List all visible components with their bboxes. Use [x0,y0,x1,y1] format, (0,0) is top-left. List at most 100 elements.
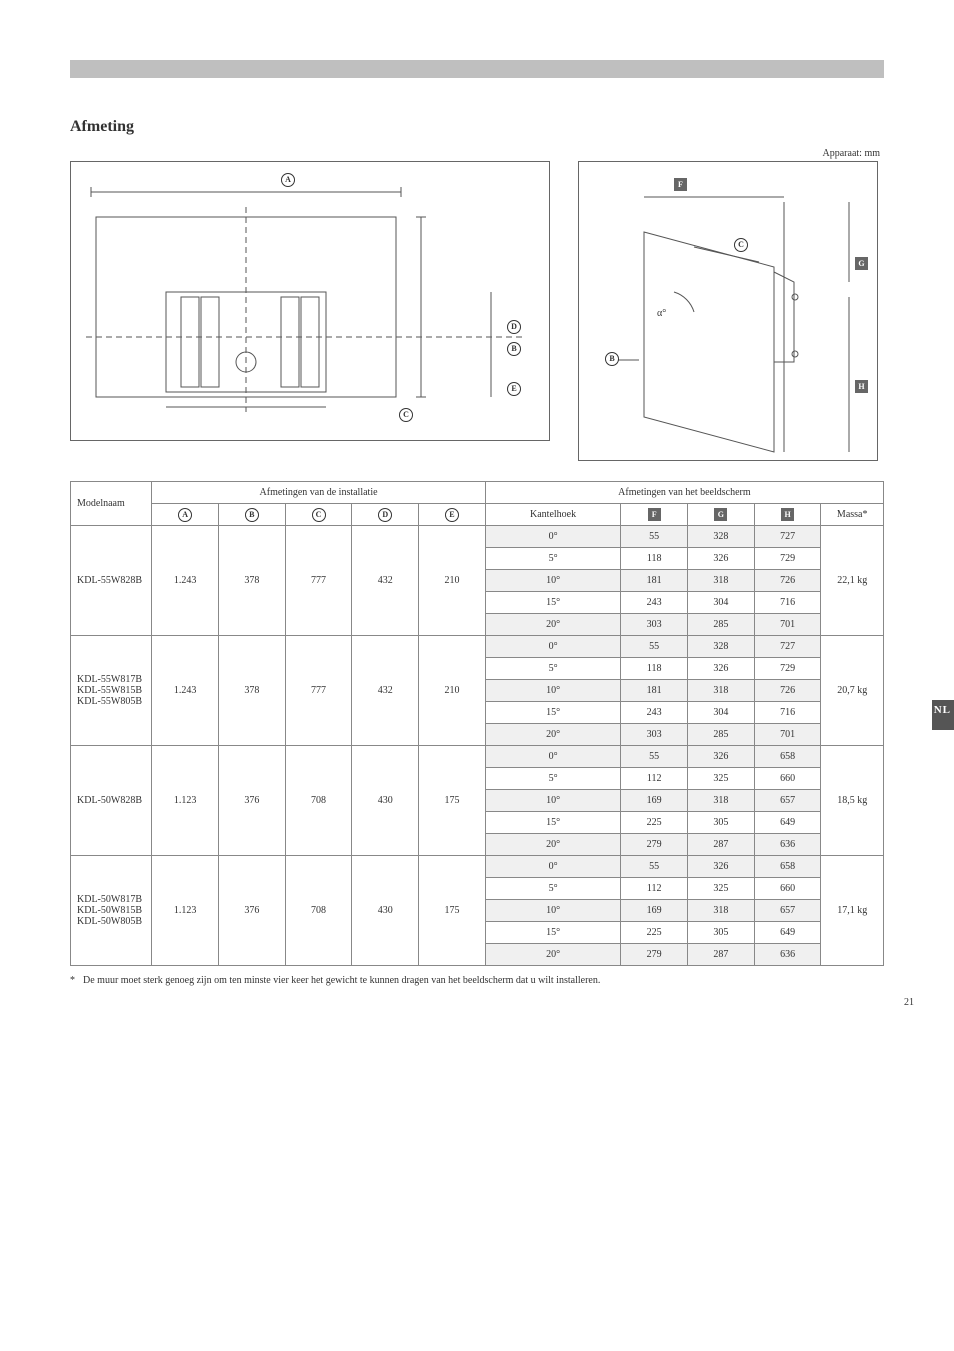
footnote: * De muur moet sterk genoeg zijn om ten … [70,974,884,988]
dim-label-c: C [399,408,413,422]
angle-cell: 0° [485,746,621,768]
dim-cell: 326 [688,856,755,878]
angle-cell: 5° [485,768,621,790]
dim-cell: 285 [688,724,755,746]
dim-cell: 210 [419,636,486,746]
dim-cell: 660 [754,878,821,900]
dim-label-f: F [674,178,687,191]
dim-cell: 701 [754,614,821,636]
col-a: A [152,504,219,526]
dim-cell: 112 [621,768,688,790]
dim-cell: 55 [621,526,688,548]
lang-tag: NL [934,704,951,716]
dim-cell: 726 [754,680,821,702]
dim-cell: 729 [754,658,821,680]
col-c: C [285,504,352,526]
dim-cell: 55 [621,856,688,878]
col-model-header: Modelnaam [71,482,152,526]
dim-cell: 328 [688,526,755,548]
dim-cell: 304 [688,592,755,614]
dim-cell: 243 [621,702,688,724]
footnote-text: De muur moet sterk genoeg zijn om ten mi… [83,974,600,988]
dim-cell: 181 [621,570,688,592]
dim-cell: 430 [352,746,419,856]
dim-cell: 716 [754,702,821,724]
col-g: G [688,504,755,526]
dim-cell: 287 [688,834,755,856]
angle-cell: 10° [485,570,621,592]
table-row: KDL-50W828B1.1233767084301750°5532665818… [71,746,884,768]
dim-cell: 658 [754,746,821,768]
dim-cell: 304 [688,702,755,724]
dim-cell: 657 [754,900,821,922]
angle-cell: 0° [485,856,621,878]
dim-cell: 727 [754,636,821,658]
dim-cell: 649 [754,812,821,834]
dim-cell: 279 [621,944,688,966]
angle-cell: 10° [485,680,621,702]
dim-cell: 279 [621,834,688,856]
dim-label-h: H [855,380,868,393]
dim-cell: 376 [219,746,286,856]
front-diagram: A B C D E [70,161,550,441]
dim-cell: 1.123 [152,746,219,856]
dim-cell: 112 [621,878,688,900]
dim-cell: 432 [352,636,419,746]
angle-cell: 15° [485,702,621,724]
dim-cell: 318 [688,790,755,812]
model-cell: KDL-50W817B KDL-50W815B KDL-50W805B [71,856,152,966]
col-f: F [621,504,688,526]
table-row: KDL-55W817B KDL-55W815B KDL-55W805B1.243… [71,636,884,658]
dim-cell: 658 [754,856,821,878]
angle-cell: 0° [485,526,621,548]
header-bar [70,60,884,78]
dim-cell: 726 [754,570,821,592]
dim-cell: 169 [621,790,688,812]
mass-cell: 22,1 kg [821,526,884,636]
dim-cell: 1.123 [152,856,219,966]
col-h: H [754,504,821,526]
angle-cell: 15° [485,922,621,944]
dim-cell: 649 [754,922,821,944]
dim-cell: 1.243 [152,526,219,636]
dim-cell: 225 [621,812,688,834]
table-body: KDL-55W828B1.2433787774322100°5532872722… [71,526,884,966]
dim-cell: 325 [688,878,755,900]
dim-cell: 701 [754,724,821,746]
dim-cell: 175 [419,856,486,966]
group2-title: Afmetingen van het beeldscherm [485,482,883,504]
dim-cell: 376 [219,856,286,966]
angle-cell: 10° [485,790,621,812]
dim-cell: 729 [754,548,821,570]
dim-cell: 318 [688,900,755,922]
col-d: D [352,504,419,526]
dim-cell: 243 [621,592,688,614]
dimension-table: Modelnaam Afmetingen van de installatie … [70,481,884,966]
dim-cell: 326 [688,548,755,570]
dim-cell: 210 [419,526,486,636]
angle-cell: 20° [485,944,621,966]
dim-cell: 708 [285,856,352,966]
dim-cell: 636 [754,944,821,966]
diagram-row: A B C D E [70,161,884,461]
dim-cell: 318 [688,680,755,702]
unit-label: Apparaat: mm [70,148,884,159]
model-cell: KDL-50W828B [71,746,152,856]
page-title: Afmeting [70,118,884,136]
dim-cell: 430 [352,856,419,966]
angle-cell: 15° [485,592,621,614]
table-row: KDL-55W828B1.2433787774322100°5532872722… [71,526,884,548]
alpha-label: α° [657,308,666,319]
dim-cell: 328 [688,636,755,658]
angle-cell: 20° [485,614,621,636]
table-row: KDL-50W817B KDL-50W815B KDL-50W805B1.123… [71,856,884,878]
dim-label-c2: C [734,238,748,252]
angle-cell: 10° [485,900,621,922]
dim-cell: 1.243 [152,636,219,746]
dim-cell: 118 [621,658,688,680]
model-cell: KDL-55W828B [71,526,152,636]
dim-cell: 378 [219,636,286,746]
dim-label-b: B [507,342,521,356]
dim-cell: 432 [352,526,419,636]
dim-cell: 777 [285,636,352,746]
